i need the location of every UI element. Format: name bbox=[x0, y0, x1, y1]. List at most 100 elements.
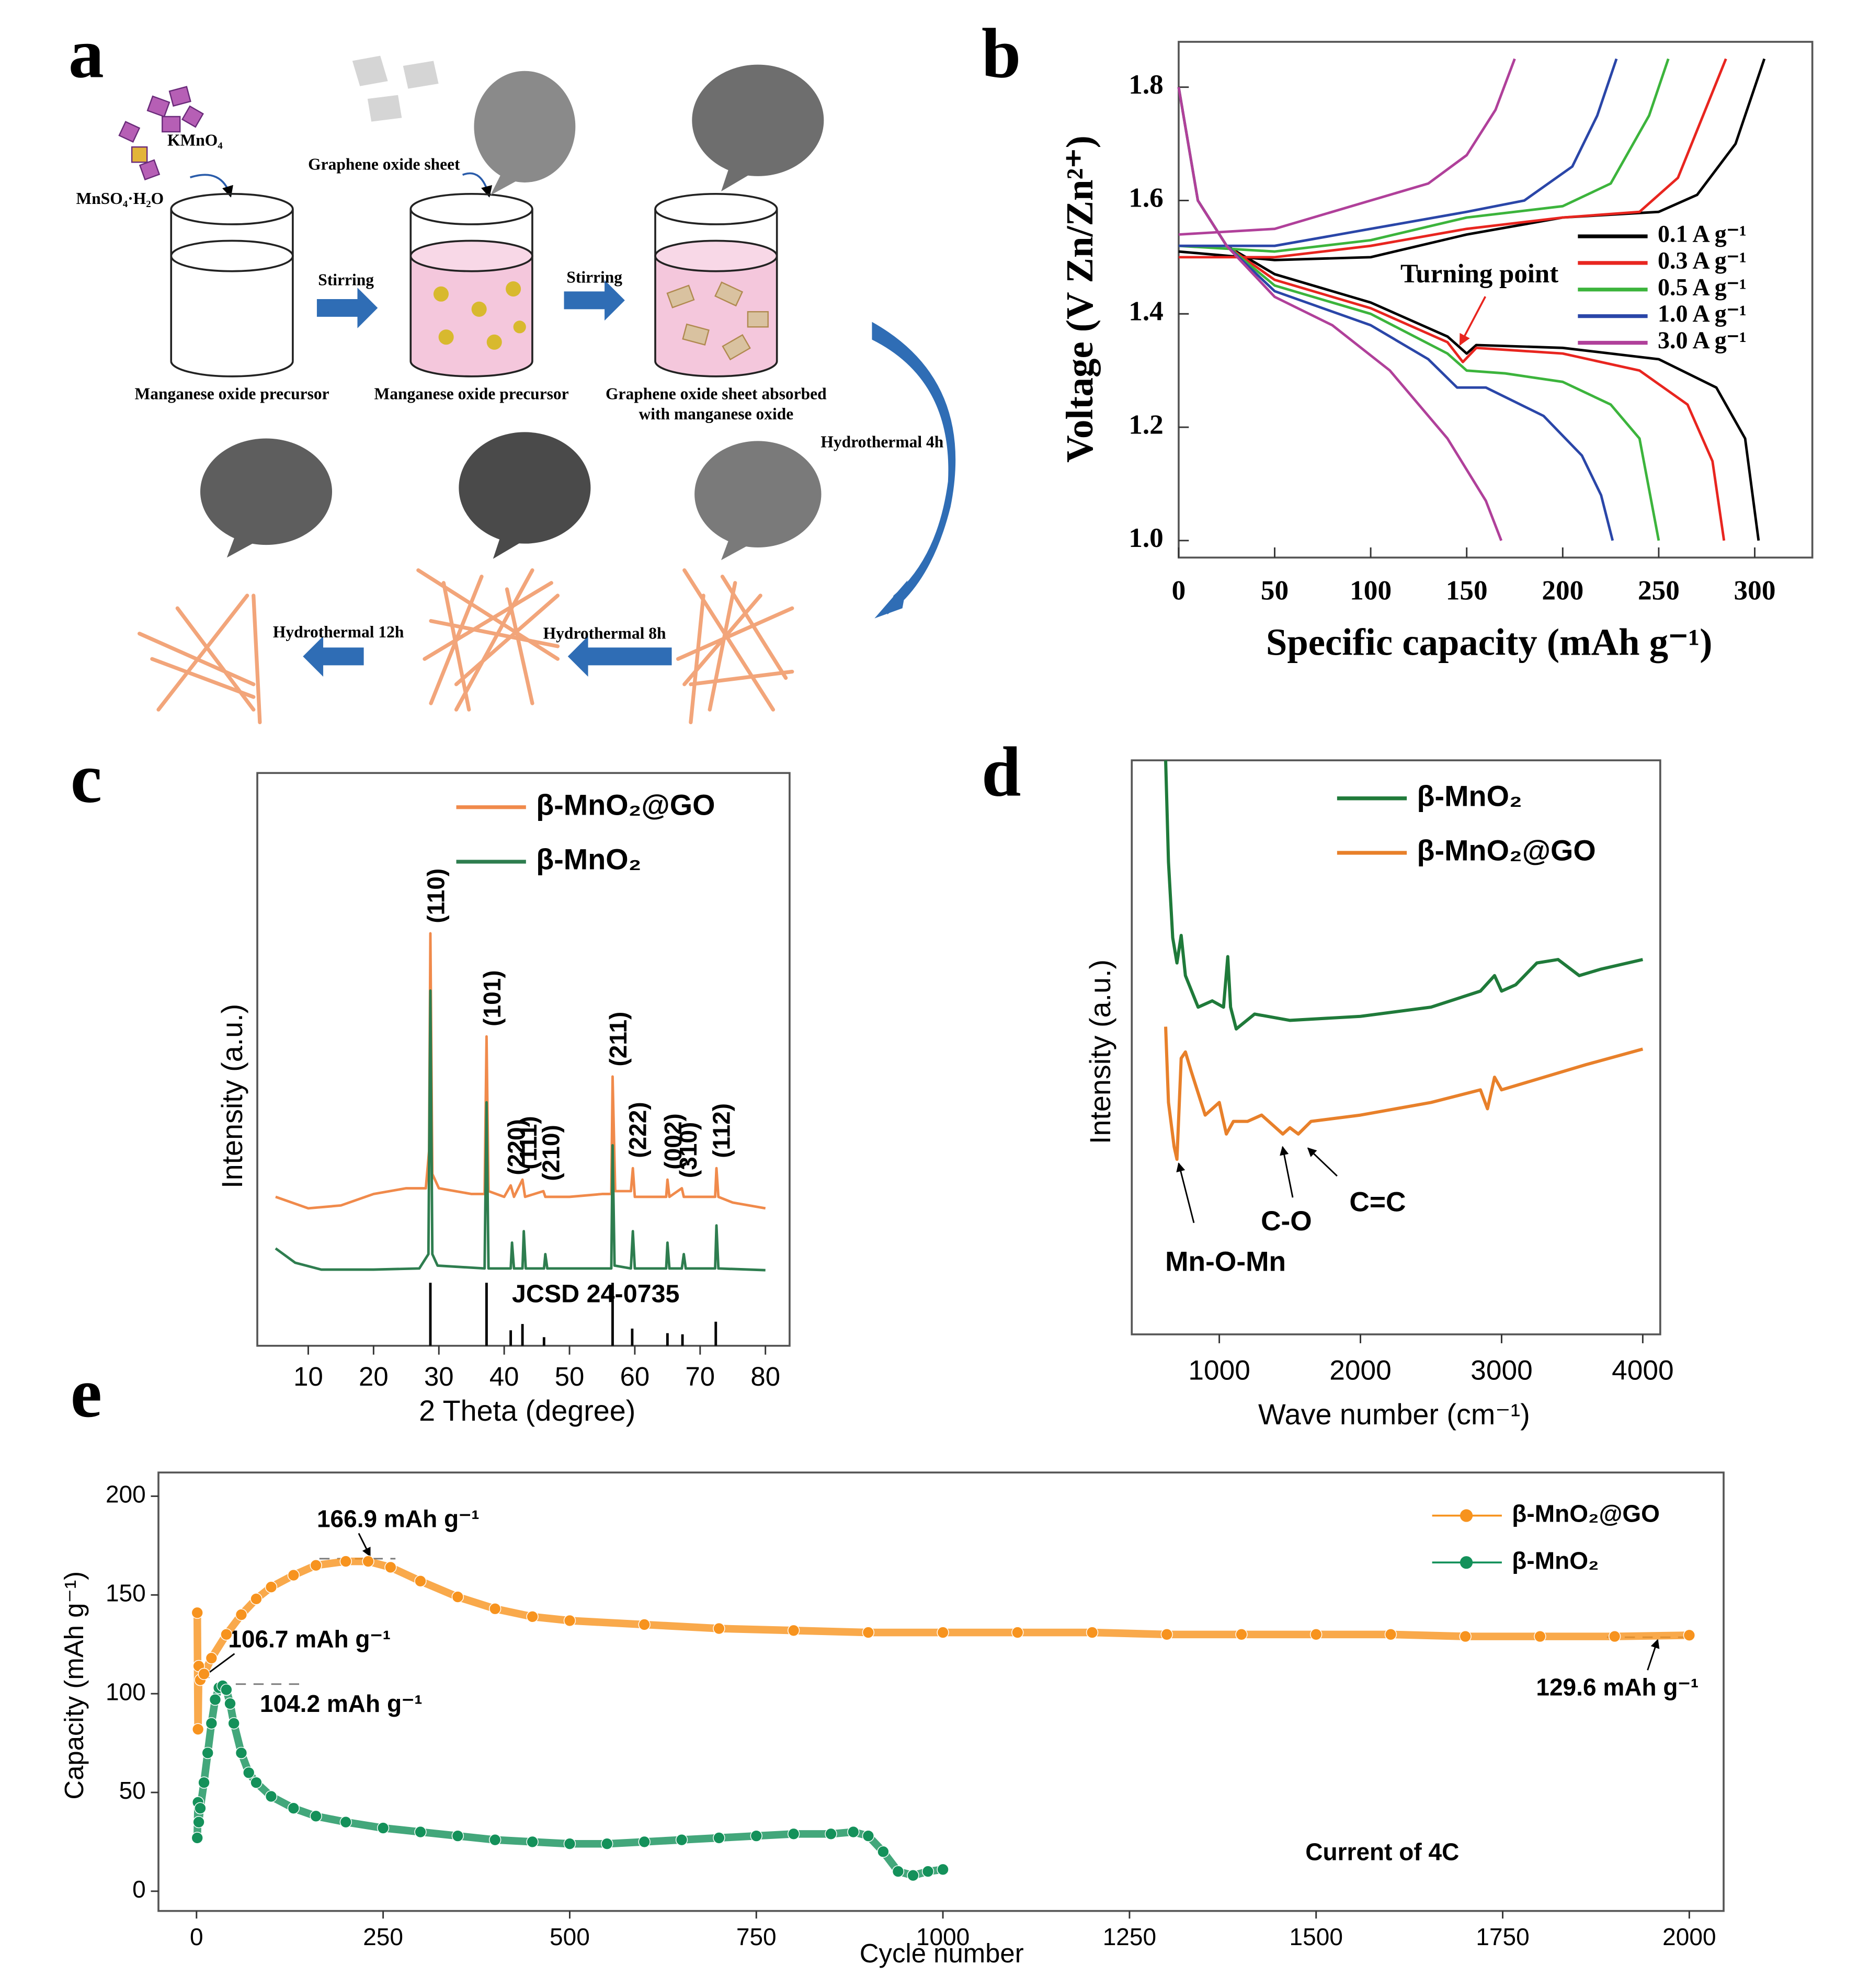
x-axis-title: Cycle number bbox=[860, 1938, 1024, 1968]
stage-label: with manganese oxide bbox=[639, 405, 793, 423]
data-point bbox=[1384, 1628, 1397, 1641]
x-tick-label: 500 bbox=[550, 1923, 590, 1950]
data-point bbox=[227, 1717, 240, 1730]
reagent-label: MnSO₄·H₂O bbox=[76, 189, 164, 208]
x-tick-label: 70 bbox=[686, 1362, 715, 1391]
x-tick-label: 750 bbox=[736, 1923, 777, 1950]
panel-label: b bbox=[982, 14, 1021, 93]
legend-label: 1.0 A g⁻¹ bbox=[1658, 300, 1747, 327]
y-tick-label: 1.4 bbox=[1129, 295, 1164, 326]
step-label: Stirring bbox=[318, 270, 374, 289]
legend-marker bbox=[1460, 1509, 1473, 1522]
data-point bbox=[601, 1837, 613, 1850]
data-point bbox=[638, 1835, 651, 1848]
y-axis-title: Intensity (a.u.) bbox=[216, 1004, 248, 1189]
reference-label: JCSD 24-0735 bbox=[512, 1279, 680, 1308]
data-line bbox=[1178, 58, 1670, 253]
nanorods bbox=[138, 568, 794, 725]
peak-label: (101) bbox=[478, 970, 506, 1026]
annotation: 104.2 mAh g⁻¹ bbox=[260, 1690, 423, 1717]
x-tick-label: 20 bbox=[359, 1362, 389, 1391]
legend-label: β-MnO₂@GO bbox=[1417, 835, 1596, 867]
data-point bbox=[526, 1610, 539, 1623]
data-point bbox=[224, 1697, 236, 1710]
data-line bbox=[1178, 58, 1618, 247]
stage-label: Manganese oxide precursor bbox=[374, 384, 569, 403]
annotation: 106.7 mAh g⁻¹ bbox=[228, 1626, 391, 1653]
annotation-arrow bbox=[1459, 296, 1487, 346]
legend-label: 0.1 A g⁻¹ bbox=[1658, 221, 1747, 247]
crystals bbox=[118, 86, 204, 180]
legend-label: β-MnO₂@GO bbox=[536, 789, 715, 821]
x-tick-label: 50 bbox=[1261, 574, 1289, 605]
x-tick-label: 300 bbox=[1734, 574, 1776, 605]
legend-label: β-MnO₂@GO bbox=[1512, 1500, 1660, 1527]
data-point bbox=[191, 1606, 203, 1619]
x-tick-label: 60 bbox=[620, 1362, 650, 1391]
peak-label: (111) bbox=[515, 1116, 542, 1169]
drop-arrow bbox=[190, 174, 233, 198]
y-tick-label: 1.2 bbox=[1129, 408, 1164, 440]
x-tick-label: 0 bbox=[1172, 574, 1186, 605]
data-point bbox=[205, 1717, 218, 1730]
annotation-arrows bbox=[199, 1533, 1692, 1685]
step-label: Stirring bbox=[566, 268, 622, 286]
data-point bbox=[451, 1830, 464, 1842]
peak-label: (110) bbox=[423, 869, 450, 923]
data-point bbox=[194, 1802, 207, 1814]
peak-label: (002) bbox=[659, 1113, 687, 1169]
annotation: Mn-O-Mn bbox=[1165, 1246, 1286, 1277]
data-point bbox=[825, 1827, 837, 1840]
x-axis-title: 2 Theta (degree) bbox=[419, 1395, 635, 1427]
x-tick-label: 200 bbox=[1542, 574, 1583, 605]
stage-label: Graphene oxide sheet absorbed bbox=[606, 384, 827, 403]
peak-label: (222) bbox=[624, 1102, 652, 1158]
y-tick-label: 0 bbox=[132, 1876, 146, 1903]
y-axis-title: Intensity (a.u.) bbox=[1084, 959, 1116, 1144]
x-tick-label: 1000 bbox=[916, 1923, 970, 1950]
peak-label: (211) bbox=[605, 1012, 632, 1067]
y-tick-label: 150 bbox=[106, 1579, 146, 1606]
data-point bbox=[205, 1652, 218, 1664]
peak-label: (210) bbox=[538, 1125, 565, 1181]
data-point bbox=[1609, 1630, 1621, 1643]
y-tick-label: 1.8 bbox=[1129, 68, 1164, 100]
data-point bbox=[250, 1593, 263, 1605]
x-tick-label: 150 bbox=[1446, 574, 1488, 605]
plot-frame bbox=[157, 1471, 1725, 1912]
data-point bbox=[1534, 1630, 1546, 1643]
y-tick-label: 1.0 bbox=[1129, 522, 1164, 553]
data-line bbox=[1178, 58, 1727, 259]
annotation: 129.6 mAh g⁻¹ bbox=[1536, 1674, 1699, 1701]
data-point bbox=[1235, 1628, 1248, 1641]
data-line bbox=[275, 989, 766, 1272]
step-label: Hydrothermal 4h bbox=[820, 432, 943, 451]
legend-label: β-MnO₂ bbox=[1417, 780, 1522, 813]
data-point bbox=[563, 1837, 576, 1850]
data-line bbox=[1177, 87, 1660, 541]
data-point bbox=[788, 1827, 800, 1840]
legend-label: β-MnO₂ bbox=[1512, 1547, 1599, 1574]
step-arrow bbox=[303, 280, 956, 677]
beaker bbox=[409, 192, 533, 378]
data-point bbox=[198, 1667, 210, 1681]
data-point bbox=[192, 1723, 204, 1735]
x-tick-label: 1750 bbox=[1476, 1923, 1529, 1950]
y-tick-label: 1.6 bbox=[1129, 182, 1164, 213]
x-tick-label: 50 bbox=[555, 1362, 585, 1391]
x-tick-label: 250 bbox=[363, 1923, 403, 1950]
data-point bbox=[451, 1591, 464, 1603]
data-point bbox=[1086, 1626, 1099, 1639]
data-point bbox=[209, 1693, 222, 1706]
y-tick-label: 100 bbox=[106, 1678, 146, 1705]
data-line bbox=[1164, 1026, 1644, 1161]
data-point bbox=[198, 1776, 210, 1789]
x-axis-title: Wave number (cm⁻¹) bbox=[1258, 1398, 1530, 1431]
data-point bbox=[339, 1816, 352, 1829]
data-point bbox=[250, 1776, 263, 1789]
data-point bbox=[713, 1622, 725, 1635]
legend-label: β-MnO₂ bbox=[536, 843, 641, 876]
drop-arrow bbox=[462, 172, 493, 198]
x-tick-label: 100 bbox=[1350, 574, 1392, 605]
data-point bbox=[1459, 1630, 1472, 1643]
